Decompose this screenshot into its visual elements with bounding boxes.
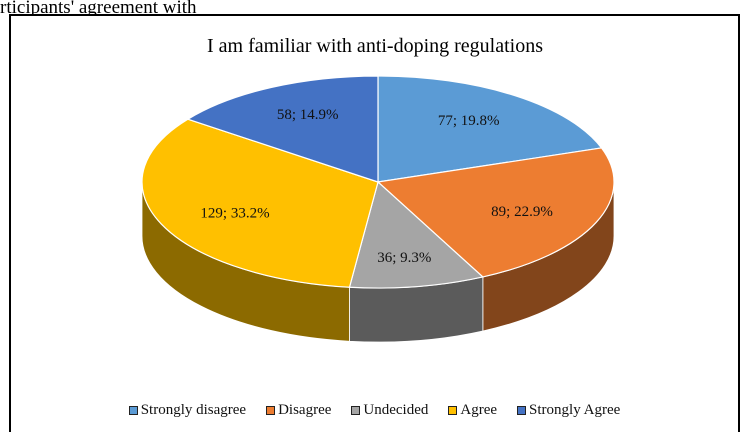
legend-swatch-strongly-agree (517, 406, 526, 415)
pie-chart: I am familiar with anti-doping regulatio… (11, 16, 738, 432)
legend-label: Undecided (363, 402, 428, 419)
legend-item-disagree: Disagree (266, 402, 331, 419)
legend-label: Strongly Agree (529, 402, 620, 419)
data-label-undecided: 36; 9.3% (377, 250, 431, 266)
legend: Strongly disagree Disagree Undecided Agree S… (11, 402, 738, 419)
legend-item-strongly-disagree: Strongly disagree (129, 402, 246, 419)
chart-frame: I am familiar with anti-doping regulatio… (9, 14, 740, 432)
chart-title: I am familiar with anti-doping regulatio… (207, 35, 543, 57)
legend-swatch-agree (448, 406, 457, 415)
legend-swatch-strongly-disagree (129, 406, 138, 415)
legend-item-undecided: Undecided (351, 402, 428, 419)
data-label-strongly-agree: 58; 14.9% (277, 107, 339, 123)
legend-label: Agree (460, 402, 497, 419)
data-label-agree: 129; 33.2% (200, 205, 269, 221)
legend-item-strongly-agree: Strongly Agree (517, 402, 620, 419)
legend-label: Disagree (278, 402, 331, 419)
data-label-strongly-disagree: 77; 19.8% (438, 113, 500, 129)
legend-label: Strongly disagree (141, 402, 246, 419)
legend-swatch-undecided (351, 406, 360, 415)
legend-swatch-disagree (266, 406, 275, 415)
legend-item-agree: Agree (448, 402, 497, 419)
data-label-disagree: 89; 22.9% (491, 204, 553, 220)
